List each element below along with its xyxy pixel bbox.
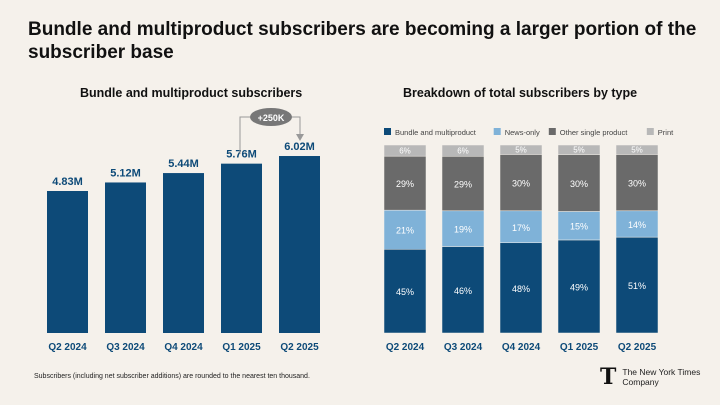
bar [221,163,262,333]
nyt-logo: T The New York Times Company [600,366,700,388]
x-tick-label: Q3 2024 [106,342,145,353]
segment-label: 48% [512,284,530,294]
logo-line1: The New York Times [622,367,701,377]
nyt-t-icon: T [600,364,617,390]
segment-label: 15% [570,222,588,232]
segment-label: 6% [457,147,469,156]
segment-label: 19% [454,225,472,235]
bar-value-label: 4.83M [52,176,83,188]
arrow-icon [296,134,304,141]
slide-title: Bundle and multiproduct subscribers are … [28,19,697,63]
stacked-segment [383,155,427,211]
stacked-segment [441,210,485,247]
segment-label: 46% [454,286,472,296]
x-tick-label: Q4 2024 [502,342,541,353]
stacked-segment [615,154,659,212]
segment-label: 30% [628,179,646,189]
legend-label: Bundle and multiproduct [395,128,477,137]
bar-value-label: 5.12M [110,167,141,179]
legend-swatch [646,128,654,135]
segment-label: 5% [631,146,643,155]
stacked-segment [499,154,543,212]
legend-swatch [384,128,391,135]
stacked-segment [615,210,659,238]
segment-label: 21% [396,226,414,236]
legend-label: News-only [505,128,540,137]
segment-label: 30% [570,179,588,189]
logo-line2: Company [622,377,659,387]
legend-label: Print [658,128,674,137]
stacked-segment [557,154,601,212]
stacked-segment [441,156,485,212]
segment-label: 30% [512,179,530,189]
segment-label: 51% [628,281,646,291]
left-chart-title: Bundle and multiproduct subscribers [80,86,303,100]
bar-value-label: 5.44M [168,158,199,170]
x-tick-label: Q2 2024 [48,342,87,353]
right-chart-title: Breakdown of total subscribers by type [403,86,638,100]
x-tick-label: Q2 2025 [618,342,657,353]
bar [279,156,320,333]
bar [163,173,204,333]
annotation-connector [239,116,301,154]
bar-value-label: 5.76M [226,149,257,161]
stacked-segment [557,239,601,334]
stacked-segment [383,209,427,250]
x-tick-label: Q2 2024 [386,342,425,353]
stacked-segment [441,144,485,157]
legend-swatch [548,128,556,135]
segment-label: 5% [573,146,585,155]
segment-label: 49% [570,282,588,292]
bar [105,182,146,333]
segment-label: 17% [512,223,530,233]
segment-label: 5% [515,146,527,155]
segment-label: 45% [396,287,414,297]
stacked-segment [499,210,543,244]
annotation-label: +250K [258,113,285,123]
legend-label: Other single product [560,128,628,137]
segment-label: 29% [396,179,414,189]
segment-label: 14% [628,220,646,230]
stacked-segment [615,236,659,334]
stacked-segment [383,248,427,334]
bar [47,190,88,333]
segment-label: 29% [454,180,472,190]
x-tick-label: Q3 2024 [444,342,483,353]
x-tick-label: Q2 2025 [280,342,319,353]
annotation-bubble [250,108,292,126]
stacked-segment [499,144,543,155]
footnote: Subscribers (including net subscriber ad… [34,373,310,380]
stacked-segment [557,144,601,155]
x-tick-label: Q1 2025 [560,342,599,353]
stacked-segment [615,144,659,155]
stacked-segment [557,211,601,241]
stacked-segment [499,242,543,334]
stacked-segment [383,144,427,157]
x-tick-label: Q1 2025 [222,342,261,353]
bar-value-label: 6.02M [284,141,315,153]
legend-swatch [493,128,501,135]
segment-label: 6% [399,147,411,156]
stacked-segment [441,246,485,334]
x-tick-label: Q4 2024 [164,342,203,353]
